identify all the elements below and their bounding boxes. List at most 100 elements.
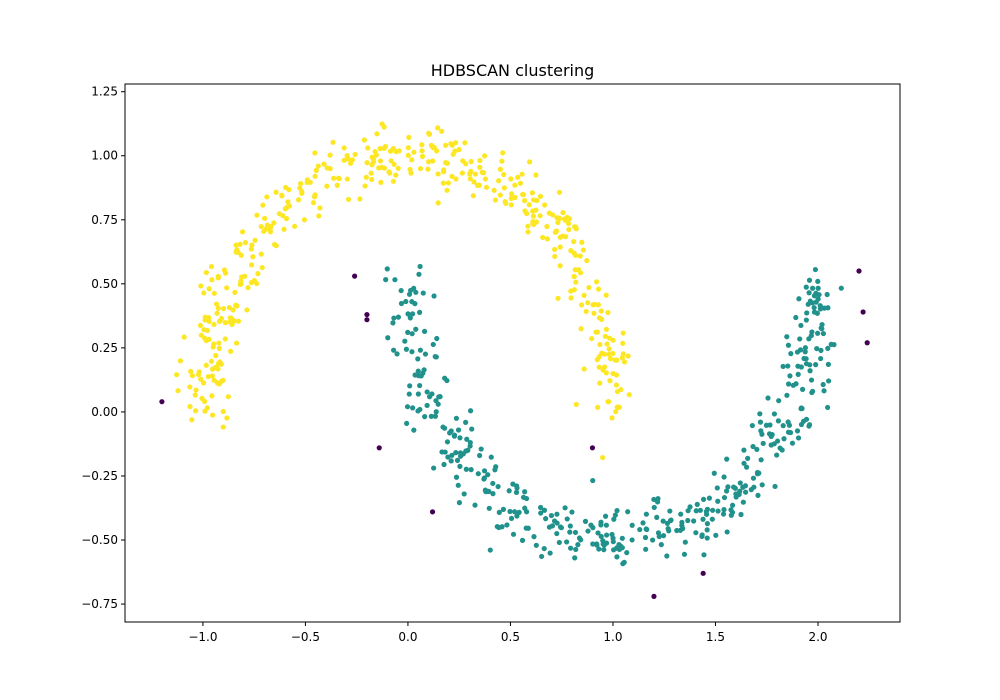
cluster-1-point <box>613 382 620 388</box>
noise-point <box>651 593 657 599</box>
cluster-1-point <box>618 386 624 393</box>
cluster-1-point <box>239 274 245 280</box>
cluster-1-point <box>347 160 354 166</box>
cluster-0-point <box>743 464 750 470</box>
cluster-0-point <box>554 511 560 517</box>
cluster-1-point <box>209 277 215 283</box>
cluster-1-point <box>425 159 432 165</box>
cluster-0-point <box>511 509 518 515</box>
cluster-0-point <box>651 504 657 511</box>
cluster-1-point <box>377 158 384 164</box>
cluster-1-point <box>552 246 558 253</box>
cluster-1-point <box>530 220 536 227</box>
cluster-1-point <box>315 163 321 169</box>
cluster-1-point <box>609 415 615 421</box>
cluster-0-point <box>815 285 821 291</box>
cluster-0-point <box>567 523 573 529</box>
cluster-0-point <box>468 467 474 473</box>
cluster-1-point <box>443 160 449 166</box>
cluster-0-point <box>745 455 751 461</box>
cluster-0-point <box>797 347 804 353</box>
noise-point <box>589 445 596 451</box>
cluster-1-point <box>312 150 318 156</box>
cluster-0-point <box>740 484 746 490</box>
y-tick-label: 0.75 <box>91 213 118 227</box>
cluster-0-point <box>685 517 691 524</box>
cluster-0-point <box>412 372 418 378</box>
cluster-1-point <box>363 174 369 180</box>
cluster-1-point <box>262 215 268 221</box>
cluster-0-point <box>590 541 596 547</box>
cluster-1-point <box>238 281 244 287</box>
cluster-0-point <box>704 527 710 533</box>
cluster-0-point <box>700 516 706 522</box>
cluster-0-point <box>598 533 604 540</box>
cluster-0-point <box>803 284 809 290</box>
cluster-1-point <box>198 376 204 382</box>
cluster-1-point <box>571 238 577 245</box>
cluster-1-point <box>625 353 631 359</box>
cluster-0-point <box>440 424 446 430</box>
cluster-0-point <box>680 525 686 532</box>
cluster-0-point <box>807 368 813 374</box>
cluster-1-point <box>341 157 347 163</box>
cluster-0-point <box>594 542 600 548</box>
cluster-1-point <box>218 315 225 322</box>
cluster-1-point <box>603 326 609 332</box>
cluster-1-point <box>610 350 616 357</box>
cluster-1-point <box>388 158 394 164</box>
cluster-0-point <box>409 299 415 305</box>
cluster-0-point <box>453 450 459 456</box>
cluster-0-point <box>667 508 673 514</box>
cluster-1-point <box>227 319 233 325</box>
cluster-0-point <box>481 476 487 482</box>
cluster-0-point <box>564 539 570 545</box>
cluster-1-point <box>189 373 196 379</box>
cluster-0-point <box>629 522 635 528</box>
cluster-0-point <box>815 330 821 336</box>
cluster-0-point <box>407 383 413 389</box>
cluster-1-point <box>573 401 579 408</box>
cluster-1-point <box>537 193 544 199</box>
cluster-1-point <box>220 408 226 415</box>
cluster-1-point <box>374 131 380 137</box>
cluster-1-point <box>499 158 505 164</box>
cluster-0-point <box>415 356 421 362</box>
cluster-1-point <box>188 368 194 374</box>
cluster-0-point <box>433 398 439 404</box>
cluster-1-point <box>273 189 279 195</box>
cluster-0-point <box>442 449 448 455</box>
cluster-1-point <box>381 145 387 152</box>
cluster-0-point <box>417 406 423 413</box>
cluster-0-point <box>519 537 526 544</box>
cluster-1-point <box>613 372 620 378</box>
cluster-0-point <box>785 363 791 369</box>
cluster-0-point <box>640 520 646 526</box>
cluster-1-point <box>482 176 489 182</box>
cluster-1-point <box>559 233 566 239</box>
cluster-1-point <box>292 223 298 229</box>
cluster-1-point <box>515 174 521 180</box>
cluster-0-point <box>643 546 649 552</box>
cluster-1-point <box>216 340 222 346</box>
cluster-1-point <box>607 378 613 384</box>
cluster-0-point <box>424 389 430 395</box>
cluster-1-point <box>603 370 609 376</box>
cluster-0-point <box>720 511 727 517</box>
cluster-0-point <box>549 523 556 529</box>
cluster-0-point <box>457 453 464 459</box>
cluster-0-point <box>749 422 755 429</box>
cluster-0-point <box>725 484 731 490</box>
cluster-0-point <box>706 495 713 501</box>
cluster-1-point <box>193 408 199 414</box>
cluster-0-point <box>492 467 498 473</box>
cluster-1-point <box>405 145 411 151</box>
cluster-0-point <box>485 472 491 478</box>
cluster-0-point <box>796 296 802 302</box>
cluster-0-point <box>780 423 786 429</box>
cluster-1-point <box>435 125 441 131</box>
cluster-0-point <box>814 310 820 316</box>
cluster-0-point <box>456 500 463 506</box>
cluster-0-point <box>687 504 693 510</box>
cluster-0-point <box>794 428 801 434</box>
